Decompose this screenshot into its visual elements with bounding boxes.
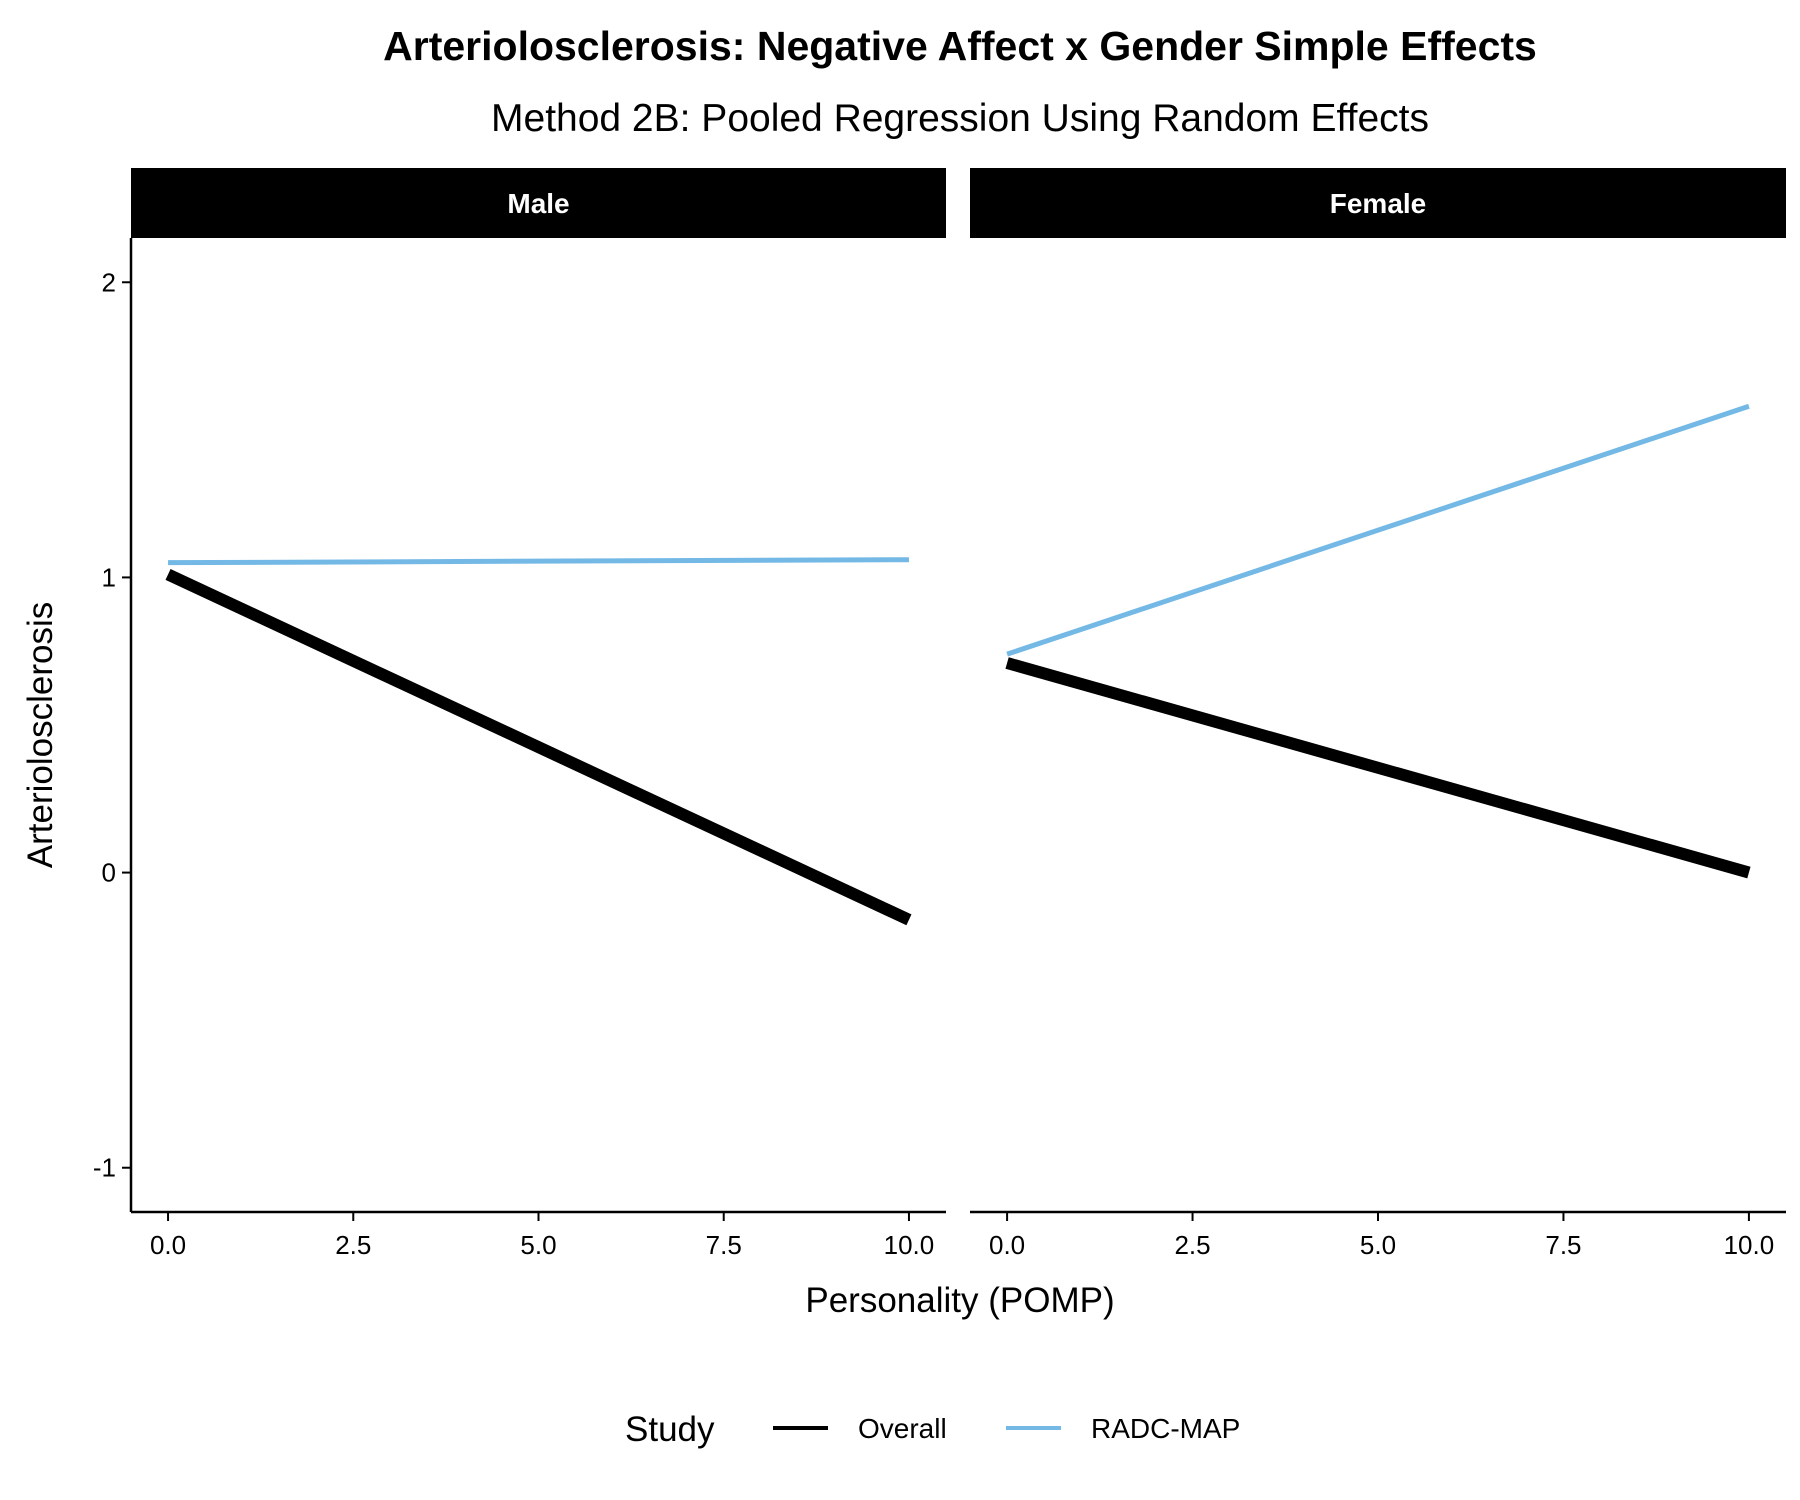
series-line-radc-map-female [1006,403,1750,657]
panel-male: Male 0.0 2.5 5.0 7.5 10.0 -1 0 1 2 [93,168,946,1260]
x-tick-label-female: 5.0 [1360,1230,1396,1260]
series-line-radc-map-male [168,557,909,566]
panel-female: Female 0.0 2.5 5.0 7.5 10.0 [970,168,1786,1260]
facet-panels: Male 0.0 2.5 5.0 7.5 10.0 -1 0 1 2 Female 0.0 2.5 5.0… [93,168,1786,1260]
strip-female [970,168,1786,238]
x-tick-label-female: 2.5 [1174,1230,1210,1260]
x-tick-label-male: 7.5 [706,1230,742,1260]
legend-title: Study [625,1410,715,1449]
chart-subtitle: Method 2B: Pooled Regression Using Rando… [491,97,1429,140]
y-tick-label: -1 [93,1153,116,1183]
legend: Study Overall RADC-MAP [625,1410,1240,1449]
x-tick-label-male: 10.0 [884,1230,935,1260]
legend-label-overall: Overall [858,1413,947,1444]
strip-male [131,168,946,238]
chart-title: Arteriolosclerosis: Negative Affect x Ge… [383,23,1537,69]
strip-label-female: Female [1330,188,1427,219]
x-tick-label-male: 2.5 [335,1230,371,1260]
x-axis-title: Personality (POMP) [805,1281,1114,1320]
y-axis-title: Arteriolosclerosis [21,602,60,868]
series-line-overall-male [165,569,912,926]
x-tick-label-male: 5.0 [520,1230,556,1260]
x-tick-label-male: 0.0 [150,1230,186,1260]
y-tick-label: 2 [102,267,116,297]
x-tick-label-female: 0.0 [989,1230,1025,1260]
x-tick-label-female: 10.0 [1724,1230,1775,1260]
y-tick-label: 0 [102,858,116,888]
strip-label-male: Male [507,188,569,219]
legend-label-radc-map: RADC-MAP [1091,1413,1240,1444]
series-line-overall-female [1005,657,1751,879]
x-tick-label-female: 7.5 [1545,1230,1581,1260]
y-tick-label: 1 [102,562,116,592]
